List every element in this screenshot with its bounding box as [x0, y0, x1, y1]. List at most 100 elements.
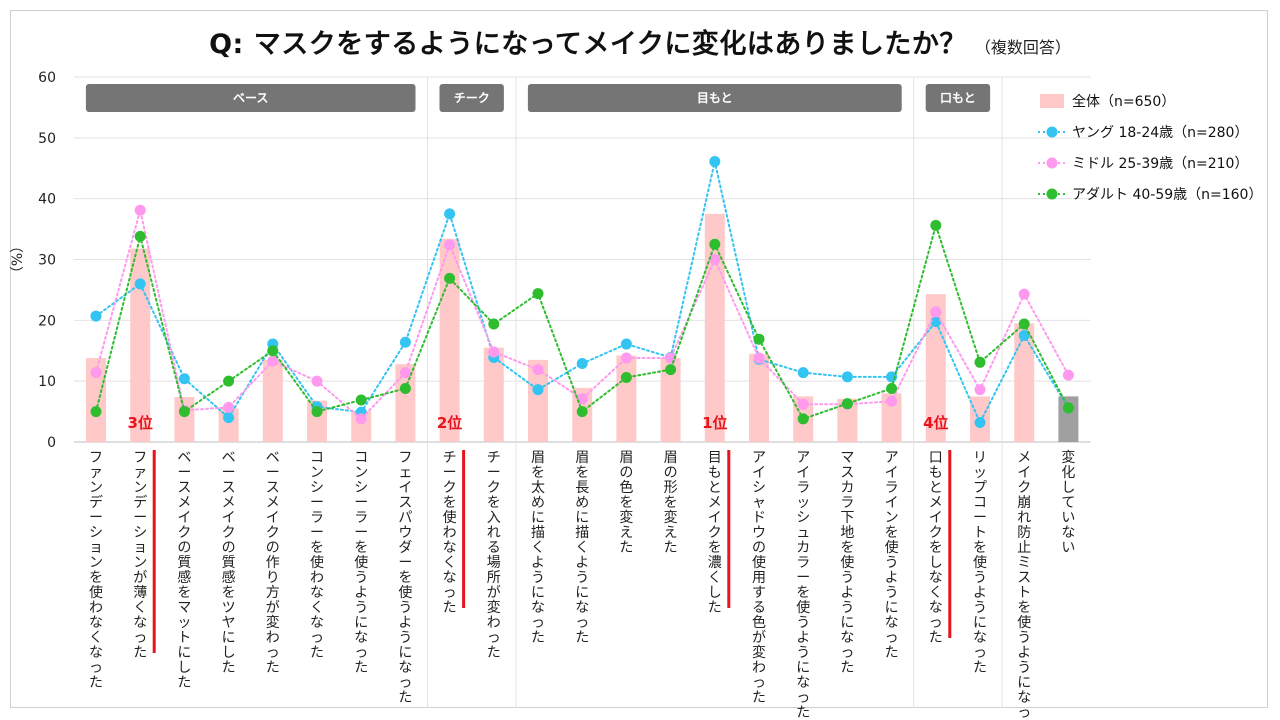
series-2-point-16	[797, 413, 809, 425]
series-0-point-19	[930, 316, 942, 328]
series-0-point-17	[841, 371, 853, 383]
series-2-point-20	[974, 356, 986, 368]
series-2-point-15	[753, 333, 765, 345]
group-header-2	[527, 84, 902, 112]
legend-label-2: ミドル 25-39歳（n=210）	[1072, 156, 1248, 172]
bar-13	[660, 358, 681, 442]
group-header-label-0: ベース	[233, 91, 268, 105]
group-header-0	[85, 84, 416, 112]
series-1-point-22	[1062, 369, 1074, 381]
rank-label-1: 2位	[437, 414, 462, 432]
series-1-point-20	[974, 384, 986, 396]
series-1-point-18	[886, 395, 898, 407]
slide-frame	[10, 10, 1268, 708]
category-label-13: 眉の形を変えた	[664, 450, 678, 556]
series-0-point-16	[797, 367, 809, 379]
bar-10	[528, 359, 548, 442]
series-0-point-12	[620, 338, 632, 350]
bar-0	[86, 358, 106, 442]
category-label-22: 変化していない	[1061, 449, 1075, 556]
bar-4	[262, 359, 283, 442]
series-line-1	[95, 209, 1070, 421]
category-label-12: 眉の色を変えた	[619, 450, 633, 556]
series-2-point-3	[223, 375, 235, 387]
series-1-point-9	[488, 346, 500, 358]
bar-17	[837, 398, 858, 442]
category-label-9: チークを入れる場所が変わった	[487, 450, 501, 661]
group-header-1	[439, 84, 504, 112]
group-header-label-2: 目もと	[697, 91, 733, 105]
y-axis-label: （%）	[10, 239, 26, 280]
category-label-3: ベースメイクの質感をツヤにした	[222, 450, 236, 676]
category-label-4: ベースメイクの作り方が変わった	[266, 450, 280, 676]
chart-title: Q: マスクをするようになってメイクに変化はありましたか？	[209, 29, 967, 60]
bar-18	[881, 393, 902, 442]
group-header-label-1: チーク	[454, 91, 490, 105]
bar-1	[130, 248, 151, 442]
series-1-point-8	[444, 239, 456, 251]
rank-label-3: 4位	[923, 414, 948, 432]
series-1-point-21	[1018, 288, 1030, 300]
series-2-point-18	[886, 382, 898, 394]
series-1-point-5	[311, 375, 323, 387]
series-1-point-16	[797, 398, 809, 410]
series-1-point-12	[620, 352, 632, 364]
bar-12	[616, 355, 637, 442]
bar-15	[749, 353, 769, 442]
legend-marker-3	[1046, 188, 1058, 200]
bar-14	[704, 213, 725, 442]
series-1-point-4	[267, 355, 279, 367]
series-2-point-8	[444, 272, 456, 284]
y-tick-10: 10	[38, 374, 56, 390]
category-label-20: リップコートを使うようになった	[973, 450, 987, 676]
category-label-11: 眉を長めに描くようになった	[575, 450, 589, 646]
series-2-point-0	[90, 406, 102, 418]
series-0-point-2	[178, 373, 190, 385]
series-0-point-20	[974, 417, 986, 429]
series-line-0	[95, 161, 1070, 425]
category-label-8: チークを使わなくなった	[443, 450, 457, 616]
bar-8	[439, 238, 460, 442]
series-2-point-7	[399, 382, 411, 394]
group-header-3	[925, 84, 991, 112]
series-1-point-15	[753, 352, 765, 364]
legend-label-3: アダルト 40-59歳（n=160）	[1072, 187, 1262, 203]
series-2-point-14	[709, 238, 721, 250]
series-1-point-19	[930, 306, 942, 318]
series-1-point-7	[399, 367, 411, 379]
series-2-point-13	[665, 364, 677, 376]
category-label-17: マスカラ下地を使うようになった	[840, 450, 854, 676]
category-label-1: ファンデーションが薄くなった	[133, 450, 147, 661]
bar-7	[395, 364, 416, 442]
category-label-7: フェイスパウダーを使うようになった	[398, 450, 412, 706]
bar-21	[1014, 323, 1035, 442]
y-tick-40: 40	[38, 192, 56, 208]
series-2-point-19	[930, 219, 942, 231]
y-tick-30: 30	[38, 253, 56, 269]
legend-label-0: 全体（n=650）	[1072, 93, 1175, 110]
y-tick-0: 0	[47, 435, 56, 451]
category-label-0: ファンデーションを使わなくなった	[89, 450, 103, 691]
series-2-point-22	[1062, 402, 1074, 414]
title-area: Q: マスクをするようになってメイクに変化はありましたか？ （複数回答）	[0, 22, 1280, 61]
bar-9	[483, 347, 504, 442]
rank-label-2: 1位	[702, 414, 727, 432]
series-0-point-11	[576, 358, 588, 370]
bar-2	[174, 396, 195, 442]
series-1-point-3	[223, 401, 235, 413]
category-label-19: 口もとメイクをしなくなった	[929, 450, 943, 646]
series-2-point-6	[355, 394, 367, 406]
series-0-point-7	[399, 336, 411, 348]
series-1-point-10	[532, 364, 544, 376]
series-2-point-10	[532, 288, 544, 300]
series-1-point-14	[709, 254, 721, 265]
series-2-point-17	[841, 398, 853, 410]
series-0-point-21	[1018, 330, 1030, 342]
series-0-point-14	[709, 156, 721, 168]
series-2-point-12	[620, 372, 632, 384]
series-1-point-0	[90, 367, 102, 379]
legend-marker-1	[1046, 126, 1058, 138]
rank-label-0: 3位	[127, 414, 152, 432]
